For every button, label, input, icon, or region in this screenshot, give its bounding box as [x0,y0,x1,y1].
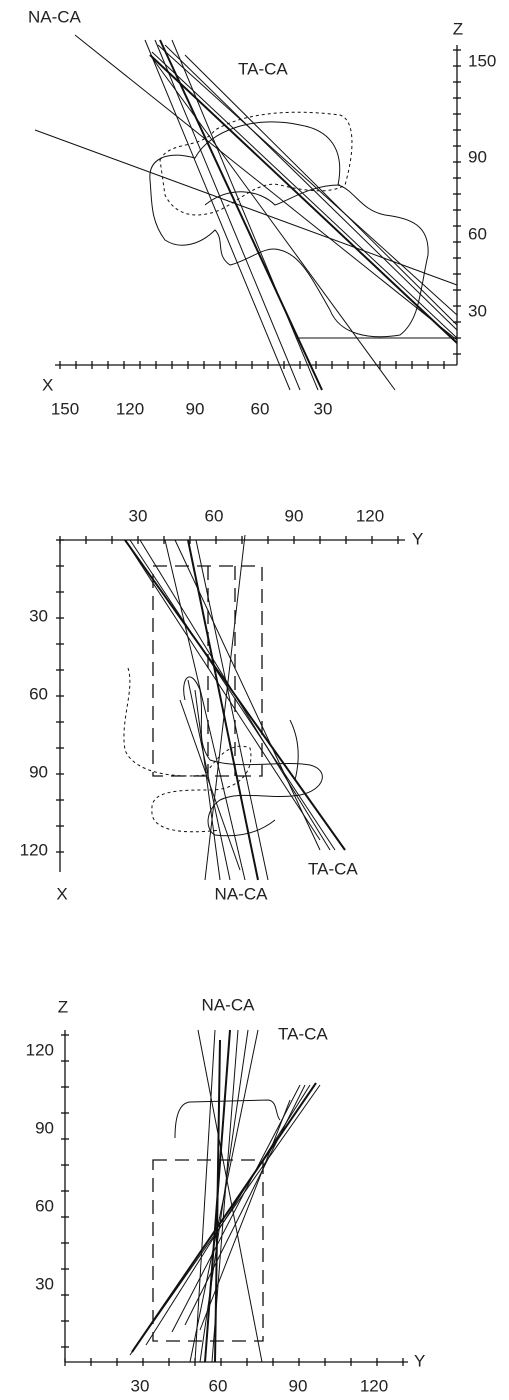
tick-label: 30 [131,1376,150,1395]
tick-label: 90 [468,147,487,166]
line [200,1100,290,1330]
tick-label: 60 [29,684,48,703]
tick-label: 30 [314,399,333,418]
axis-label: Z [453,19,463,38]
tick-label: 60 [209,1376,228,1395]
tick-label: 90 [186,399,205,418]
tick-label: 60 [251,399,270,418]
tick-label: 30 [468,301,487,320]
tick-label: 120 [26,1040,54,1059]
line [172,1085,300,1332]
line-label: NA-CA [28,7,82,26]
line [195,1030,215,1362]
outlines [124,566,322,836]
outline [150,122,428,337]
outline [175,1100,280,1138]
tick-label: 60 [35,1196,54,1215]
tick-label: 60 [468,224,487,243]
panel-zy: Z Y 30 60 90 120 120 90 60 30 NA-CA TA-C… [26,995,426,1395]
tick-label: 90 [35,1118,54,1137]
line [188,540,258,880]
line [185,55,457,325]
panel-xz: X Z 150 120 90 60 30 150 90 60 30 NA-CA … [28,7,496,418]
line [165,45,457,330]
line [150,55,395,390]
panel-yx: Y X 30 60 90 120 30 60 90 120 NA-CA TA-C… [20,506,424,903]
tick-label: 90 [289,1376,308,1395]
tick-label: 120 [20,840,48,859]
axis-label: Z [58,997,68,1016]
line-label: TA-CA [278,1024,328,1043]
axis-lines [130,1030,320,1362]
line [75,35,457,340]
page: {"panels": [ {"axis_labels": ["X", "Z"],… [0,0,509,1400]
outlines [150,112,428,337]
line [125,540,320,840]
line [152,52,457,338]
line [190,1030,258,1362]
line [130,540,335,850]
line [155,40,300,390]
tick-label: 30 [35,1274,54,1293]
line [140,540,330,850]
line-label: TA-CA [308,859,358,878]
axis-label: X [42,375,53,394]
line-label: NA-CA [202,995,256,1014]
tick-label: 90 [285,506,304,525]
tick-label: 30 [129,506,148,525]
line-label: TA-CA [238,59,288,78]
line [215,1040,220,1362]
tick-label: 60 [205,506,224,525]
axis-label: Y [414,1351,425,1370]
outline [290,720,298,780]
tick-label: 120 [360,1376,388,1395]
axis-lines [35,35,457,390]
outline [205,185,340,205]
tick-label: 120 [356,506,384,525]
line [145,40,290,390]
line [160,40,322,390]
line [180,700,240,870]
tick-label: 30 [29,606,48,625]
axis-label: X [56,884,67,903]
axis-label: Y [412,529,423,548]
tick-label: 120 [116,399,144,418]
line [185,1085,305,1325]
line-label: NA-CA [215,884,269,903]
tick-label: 150 [51,399,79,418]
tick-label: 150 [468,51,496,70]
figure: X Z 150 120 90 60 30 150 90 60 30 NA-CA … [0,0,509,1400]
tick-label: 90 [29,762,48,781]
line [196,540,268,880]
line [132,1083,316,1352]
line [165,540,245,880]
